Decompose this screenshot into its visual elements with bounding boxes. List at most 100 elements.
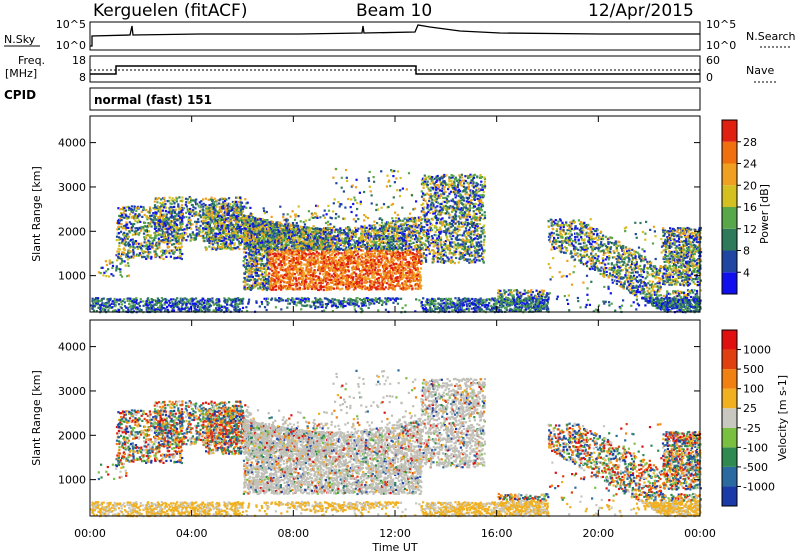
power-cell [608,301,611,304]
power-cell [479,297,482,300]
cpid-panel: CPID normal (fast) 151 [4,87,701,111]
power-cell [217,303,221,306]
power-cell [236,204,239,207]
power-cell [150,225,153,228]
power-cell [465,297,468,300]
power-cell [202,222,205,225]
power-cell [328,298,331,302]
power-cell [133,301,136,304]
power-cell [118,219,122,222]
power-cell [253,278,256,281]
power-cell [308,245,311,248]
power-cell [196,227,199,230]
power-cell [292,227,295,230]
power-cell [207,297,210,301]
power-cell [212,243,215,246]
power-cell [651,300,654,303]
power-cell [536,307,539,310]
power-cell [206,205,209,208]
power-cell [278,263,281,267]
power-cell [337,301,340,304]
power-cell [179,250,182,253]
power-cell [319,216,322,219]
power-cell [135,209,138,212]
power-cell [260,259,263,262]
power-cell [245,206,248,209]
power-cell [303,249,306,252]
power-cell [292,238,295,241]
power-cell [108,306,111,309]
power-cell [142,206,145,209]
power-cell [184,306,187,309]
power-cell [230,219,233,222]
power-cell [275,284,278,287]
power-cell [474,299,477,302]
power-cell [429,306,432,309]
power-cell [299,220,302,223]
power-cell [467,309,471,312]
power-cell [195,202,199,205]
power-cell [201,299,204,302]
power-cell [164,231,167,234]
power-cell [189,221,192,224]
power-cell [322,258,325,262]
power-cell [278,246,281,249]
power-cell [175,213,178,216]
power-cell [158,255,161,259]
power-cell [493,297,496,300]
power-cell [205,228,208,231]
power-cell [243,214,246,217]
power-cell [302,277,305,280]
power-cell [143,236,146,239]
power-cell [131,238,134,241]
power-cell [168,246,171,249]
power-cell [202,209,205,212]
power-cell [234,308,238,311]
power-cell [269,268,272,271]
power-cell [93,304,96,307]
power-cell [143,229,146,232]
power-cell [448,302,451,305]
power-cell [245,306,248,309]
power-cell [263,254,266,257]
power-cell [441,306,444,310]
power-cell [158,223,161,226]
power-cell [306,237,310,240]
power-cell [206,299,209,302]
power-cell [307,270,310,273]
power-cell [140,210,143,213]
power-cell [245,245,248,248]
power-cell [225,234,228,237]
power-cell [293,244,296,248]
power-cell [265,222,269,225]
power-cell [256,253,260,256]
power-cell [329,299,332,303]
power-cell [445,309,448,312]
power-cell [189,307,192,310]
power-cell [222,207,225,210]
power-cell [181,232,184,235]
power-cell [342,306,345,309]
freq-label-line2: [MHz] [5,67,37,80]
power-cell [502,304,505,307]
power-cell [229,203,232,206]
power-cell [139,220,142,223]
power-cell [486,298,489,301]
power-cell [132,215,135,218]
power-cell [184,203,187,206]
power-cell [246,309,249,313]
power-cell [143,238,146,241]
power-cell [323,209,326,212]
power-cell [179,297,182,300]
power-cell [206,239,209,242]
power-cell [170,202,173,206]
power-cell [438,307,441,310]
power-cell [247,239,250,242]
power-cell [458,308,461,311]
power-cell [245,275,248,278]
power-cell [254,222,257,225]
power-cell [261,273,264,276]
power-cell [269,243,272,246]
power-cell [169,237,172,240]
power-cell [293,300,296,303]
